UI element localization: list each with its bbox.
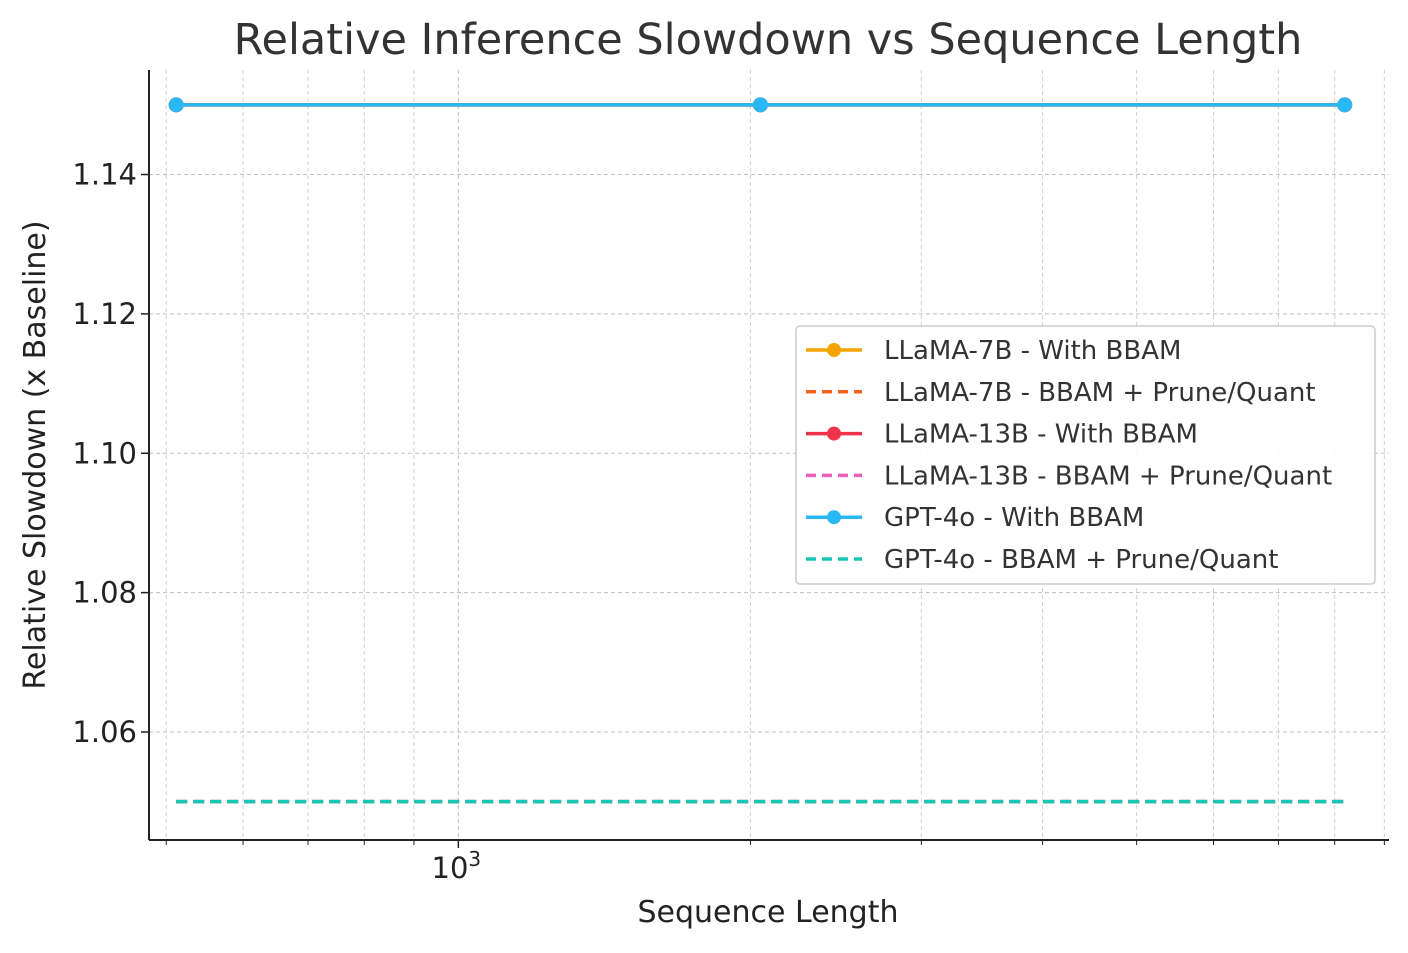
legend-swatch-marker bbox=[827, 343, 841, 357]
x-tick-label: 103 bbox=[432, 847, 482, 885]
legend-label: LLaMA-7B - BBAM + Prune/Quant bbox=[884, 378, 1316, 408]
axes-layer bbox=[148, 70, 1389, 841]
ticks-layer: 1.06 1.08 1.10 1.12 1.14 103 bbox=[72, 158, 1385, 885]
legend-item: LLaMA-7B - With BBAM bbox=[806, 336, 1181, 366]
legend-item: GPT-4o - With BBAM bbox=[806, 503, 1144, 533]
data-point bbox=[1337, 97, 1353, 113]
legend-swatch-marker bbox=[827, 426, 841, 441]
legend-item: GPT-4o - BBAM + Prune/Quant bbox=[806, 545, 1278, 575]
chart-title: Relative Inference Slowdown vs Sequence … bbox=[234, 15, 1303, 65]
legend-label: LLaMA-13B - BBAM + Prune/Quant bbox=[884, 461, 1332, 491]
legend-items: LLaMA-7B - With BBAM LLaMA-7B - BBAM + Pr… bbox=[806, 336, 1332, 575]
legend-label: GPT-4o - With BBAM bbox=[884, 503, 1144, 533]
y-tick-label: 1.10 bbox=[72, 436, 137, 470]
legend-label: LLaMA-13B - With BBAM bbox=[884, 420, 1198, 450]
x-tick-label-base: 10 bbox=[432, 851, 469, 885]
y-tick-label: 1.06 bbox=[72, 715, 137, 749]
data-point bbox=[752, 97, 768, 113]
legend-item: LLaMA-7B - BBAM + Prune/Quant bbox=[806, 378, 1316, 408]
y-tick-label: 1.08 bbox=[72, 576, 137, 610]
legend-item: LLaMA-13B - With BBAM bbox=[806, 420, 1198, 450]
y-tick-label: 1.14 bbox=[72, 158, 137, 192]
data-point bbox=[168, 97, 184, 113]
y-axis-label: Relative Slowdown (x Baseline) bbox=[18, 220, 53, 689]
x-axis-label: Sequence Length bbox=[638, 895, 899, 930]
legend-swatch-marker bbox=[827, 510, 841, 525]
legend-label: LLaMA-7B - With BBAM bbox=[884, 336, 1181, 366]
legend-box bbox=[795, 325, 1376, 585]
legend: LLaMA-7B - With BBAM LLaMA-7B - BBAM + Pr… bbox=[795, 325, 1376, 585]
series-4 bbox=[168, 97, 1353, 113]
y-tick-label: 1.12 bbox=[72, 297, 137, 331]
legend-label: GPT-4o - BBAM + Prune/Quant bbox=[884, 545, 1278, 575]
x-tick-label-exponent: 3 bbox=[468, 847, 481, 871]
legend-item: LLaMA-13B - BBAM + Prune/Quant bbox=[806, 461, 1332, 491]
series-layer bbox=[168, 97, 1353, 804]
